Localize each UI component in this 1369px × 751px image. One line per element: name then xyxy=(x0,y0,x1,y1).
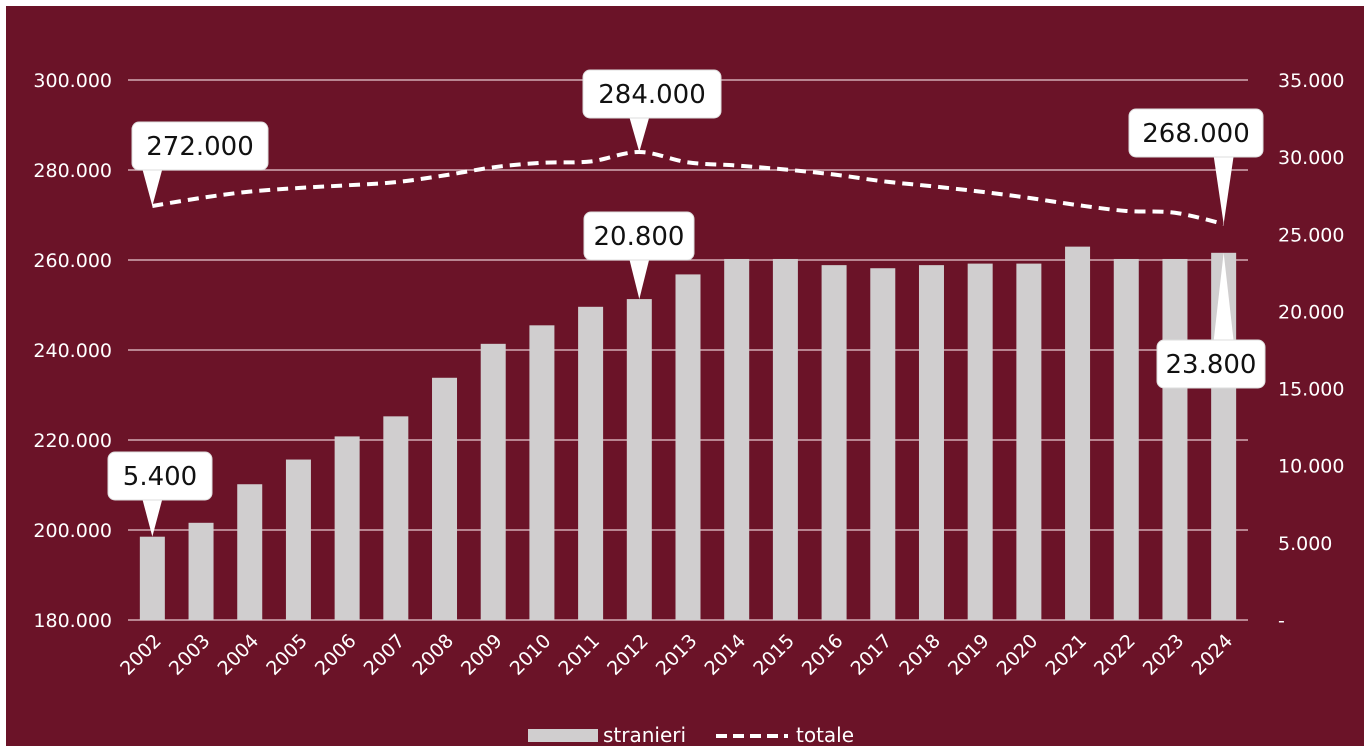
y-left-tick-label: 200.000 xyxy=(33,520,112,542)
x-tick-label: 2004 xyxy=(214,630,264,680)
x-tick-label: 2002 xyxy=(116,630,166,680)
x-tick-label: 2013 xyxy=(652,630,702,680)
y-right-tick-label: 30.000 xyxy=(1278,147,1344,169)
callout-pointer xyxy=(629,259,650,300)
x-tick-label: 2019 xyxy=(944,630,994,680)
callout-stranieri-2012: 20.800 xyxy=(583,211,695,300)
callout-box xyxy=(1156,339,1266,389)
x-tick-label: 2014 xyxy=(700,630,750,680)
bar xyxy=(1016,263,1042,620)
callout-pointer xyxy=(1213,252,1234,341)
callout-text: 5.400 xyxy=(123,462,197,492)
bar xyxy=(1162,258,1188,620)
callout-text: 268.000 xyxy=(1142,119,1250,149)
callout-pointer xyxy=(1213,156,1234,224)
x-axis: 2002200320042005200620072008200920102011… xyxy=(116,630,1237,680)
bar xyxy=(383,416,409,620)
callout-text: 20.800 xyxy=(594,222,685,252)
y-right-tick-label: 25.000 xyxy=(1278,224,1344,246)
bar xyxy=(1065,246,1091,620)
bar xyxy=(139,536,165,620)
callout-pointer xyxy=(142,499,163,537)
x-tick-label: 2015 xyxy=(749,630,799,680)
bar xyxy=(188,522,214,620)
callout-stranieri-2024: 23.800 xyxy=(1156,252,1266,389)
y-right-tick-label: 5.000 xyxy=(1278,533,1332,555)
callout-box xyxy=(583,211,695,261)
x-tick-label: 2006 xyxy=(311,630,361,680)
y-left-tick-label: 220.000 xyxy=(33,430,112,452)
callout-pointer xyxy=(629,117,650,152)
bar xyxy=(334,436,360,620)
bar xyxy=(529,325,555,620)
bar xyxy=(237,484,263,620)
bar xyxy=(772,258,798,620)
callout-box xyxy=(1128,108,1264,158)
bar xyxy=(432,377,458,620)
x-tick-label: 2005 xyxy=(262,630,312,680)
y-axis-left: 180.000 200.000 220.000 240.000 260.000 280.0… xyxy=(33,70,112,632)
x-tick-label: 2023 xyxy=(1139,630,1189,680)
x-tick-label: 2020 xyxy=(993,630,1043,680)
y-right-tick-label: 20.000 xyxy=(1278,301,1344,323)
data-callouts: 5.400 20.800 23.800 272.000 284.000 268.000 xyxy=(107,69,1266,537)
bar xyxy=(870,268,896,620)
line-path-totale xyxy=(152,149,1225,226)
y-left-tick-label: 240.000 xyxy=(33,340,112,362)
legend: stranieri totale xyxy=(528,723,854,747)
callout-text: 284.000 xyxy=(598,80,706,110)
x-tick-label: 2003 xyxy=(165,630,215,680)
x-tick-label: 2010 xyxy=(506,630,556,680)
callout-box xyxy=(131,121,269,171)
x-tick-label: 2018 xyxy=(895,630,945,680)
y-right-tick-label: 15.000 xyxy=(1278,379,1344,401)
bar xyxy=(480,343,506,620)
y-left-tick-label: 280.000 xyxy=(33,160,112,182)
callout-pointer xyxy=(142,169,163,206)
callout-totale-2012: 284.000 xyxy=(582,69,722,152)
x-tick-label: 2007 xyxy=(360,630,410,680)
bar xyxy=(675,274,701,620)
y-right-tick-label: 35.000 xyxy=(1278,70,1344,92)
bar xyxy=(1113,258,1139,620)
bars-stranieri xyxy=(139,246,1237,621)
x-tick-label: 2009 xyxy=(457,630,507,680)
y-left-tick-label: 180.000 xyxy=(33,610,112,632)
x-tick-label: 2021 xyxy=(1041,630,1091,680)
x-tick-label: 2016 xyxy=(798,630,848,680)
callout-totale-2002: 272.000 xyxy=(131,121,269,206)
bar xyxy=(578,306,604,620)
x-tick-label: 2011 xyxy=(554,630,604,680)
x-tick-label: 2022 xyxy=(1090,630,1140,680)
x-tick-label: 2017 xyxy=(847,630,897,680)
callout-box xyxy=(582,69,722,119)
callout-text: 23.800 xyxy=(1166,350,1257,380)
bar xyxy=(285,459,311,620)
callout-totale-2024: 268.000 xyxy=(1128,108,1264,224)
bar xyxy=(918,265,944,620)
bar xyxy=(626,299,652,620)
legend-symbol-stranieri xyxy=(528,729,598,742)
legend-label-stranieri: stranieri xyxy=(603,723,686,747)
bar xyxy=(724,258,750,620)
x-tick-label: 2024 xyxy=(1187,630,1237,680)
bar xyxy=(967,263,993,620)
bar xyxy=(821,265,847,620)
callout-stranieri-2002: 5.400 xyxy=(107,451,213,537)
y-right-tick-label: 10.000 xyxy=(1278,456,1344,478)
y-axis-right: - 5.000 10.000 15.000 20.000 25.000 30.000 35.0… xyxy=(1278,70,1344,632)
legend-label-totale: totale xyxy=(796,723,854,747)
x-tick-label: 2012 xyxy=(603,630,653,680)
x-tick-label: 2008 xyxy=(408,630,458,680)
callout-text: 272.000 xyxy=(146,132,254,162)
y-left-tick-label: 260.000 xyxy=(33,250,112,272)
y-left-tick-label: 300.000 xyxy=(33,70,112,92)
y-right-tick-label: - xyxy=(1278,610,1285,632)
callout-box xyxy=(107,451,213,501)
line-totale xyxy=(152,149,1225,226)
